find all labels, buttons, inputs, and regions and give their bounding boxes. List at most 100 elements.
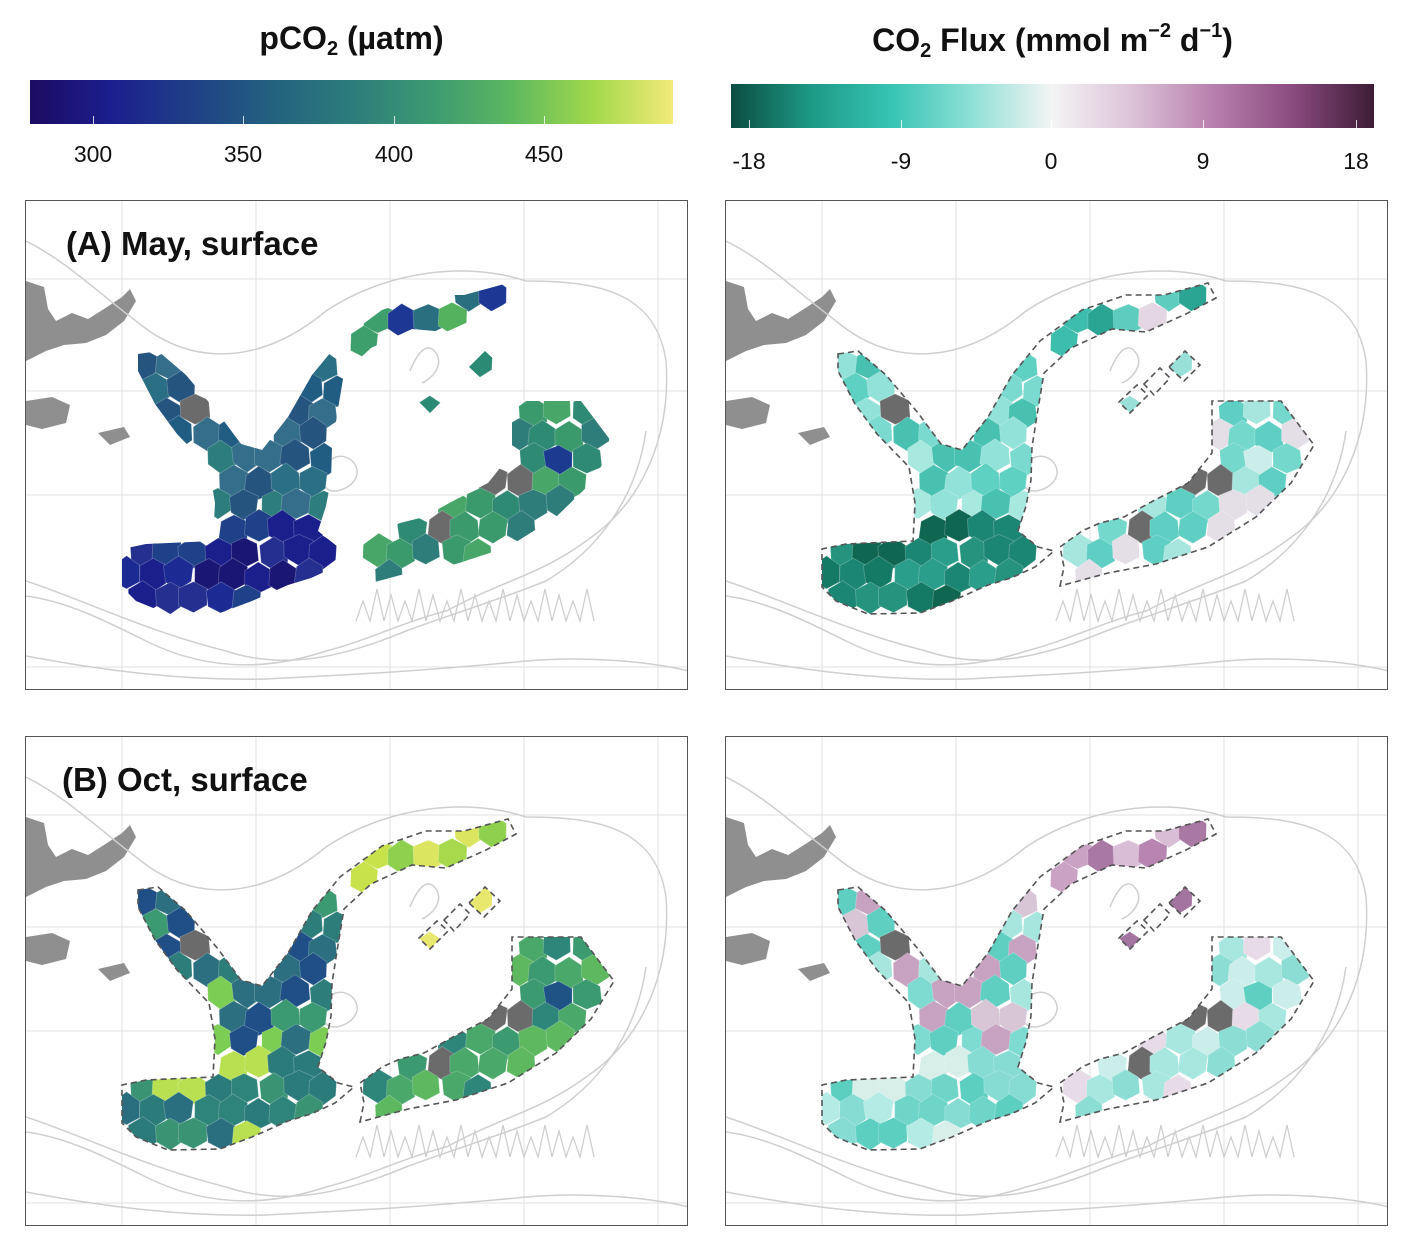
isobath-line bbox=[726, 966, 1347, 1197]
isobath-line bbox=[1055, 588, 1295, 624]
map-cell bbox=[998, 951, 1028, 986]
flux-colorbar bbox=[731, 84, 1374, 128]
region-outline bbox=[1058, 400, 1315, 588]
cell-group bbox=[822, 283, 1312, 614]
land-mass bbox=[726, 397, 770, 429]
colorbar-tick-label: -9 bbox=[890, 148, 912, 174]
map-canvas bbox=[726, 201, 1387, 689]
land-mass bbox=[798, 427, 830, 445]
map-cell bbox=[298, 951, 328, 986]
map-cell bbox=[411, 532, 441, 565]
isobath-line bbox=[726, 240, 1368, 666]
isobath-line bbox=[1109, 883, 1140, 920]
isobath-line bbox=[26, 430, 647, 661]
region-outline bbox=[1142, 366, 1172, 397]
cell-group bbox=[122, 819, 612, 1150]
region-outline bbox=[1058, 936, 1315, 1124]
colorbar-tick-mark bbox=[243, 116, 244, 124]
colorbar-tick-mark bbox=[1203, 120, 1204, 128]
land-mass bbox=[26, 933, 70, 965]
map-cell bbox=[477, 1046, 509, 1080]
region-outline bbox=[121, 818, 518, 1151]
land-mass bbox=[726, 817, 836, 897]
map-cell bbox=[122, 555, 141, 590]
isobath-line bbox=[26, 966, 647, 1197]
map-cell bbox=[1242, 391, 1271, 425]
map-cell bbox=[1272, 978, 1303, 1010]
map-cell bbox=[462, 880, 493, 915]
region-outline bbox=[417, 919, 450, 951]
isobath-line bbox=[1055, 1124, 1295, 1160]
panel-a-label: (A) May, surface bbox=[66, 225, 319, 262]
map-cell bbox=[572, 978, 603, 1010]
colorbar-tick-label: 450 bbox=[524, 141, 564, 167]
map-cell bbox=[1114, 395, 1145, 429]
colorbar-tick-mark bbox=[1051, 120, 1052, 128]
region-outline bbox=[1167, 349, 1202, 383]
map-cell bbox=[878, 1117, 908, 1150]
pco2-legend-title: pCO2 (µatm) bbox=[259, 20, 444, 60]
isobath-line bbox=[409, 347, 440, 384]
map-cell bbox=[1111, 532, 1141, 565]
map-cell bbox=[465, 487, 496, 519]
map-cell bbox=[1177, 510, 1209, 544]
region-outline bbox=[1117, 919, 1150, 951]
colorbar-tick-label: 350 bbox=[223, 141, 263, 167]
land-mass bbox=[26, 817, 136, 897]
map-cell bbox=[178, 1117, 208, 1150]
map-cell bbox=[542, 391, 571, 425]
map-cell bbox=[414, 395, 445, 429]
colorbar-tick-label: 9 bbox=[1196, 148, 1210, 174]
map-canvas bbox=[26, 737, 687, 1225]
colorbar-tick-mark bbox=[544, 116, 545, 124]
isobath-line bbox=[726, 776, 1368, 1202]
land-mass bbox=[726, 933, 770, 965]
colorbar-tick-label: 18 bbox=[1343, 148, 1369, 174]
isobath-line bbox=[409, 883, 440, 920]
map-cell bbox=[822, 555, 841, 590]
map-cell bbox=[1114, 931, 1145, 965]
colorbar-tick-label: 300 bbox=[73, 141, 113, 167]
map-cell bbox=[1162, 344, 1193, 379]
map-cell bbox=[387, 303, 418, 339]
panel-a-pco2-map: (A) May, surface bbox=[25, 200, 688, 690]
land-mass bbox=[26, 397, 70, 429]
colorbar-tick-mark bbox=[901, 120, 902, 128]
map-cell bbox=[980, 1023, 1012, 1056]
map-cell bbox=[998, 415, 1028, 450]
region-outline bbox=[467, 885, 502, 919]
map-cell bbox=[1178, 283, 1207, 313]
flux-legend-title: CO2 Flux (mmol m−2 d−1) bbox=[872, 20, 1233, 62]
map-cell bbox=[478, 283, 507, 313]
map-cell bbox=[478, 819, 507, 849]
isobath-line bbox=[726, 1191, 1387, 1216]
map-cell bbox=[572, 442, 603, 474]
panel-b-pco2-map: (B) Oct, surface bbox=[25, 736, 688, 1226]
map-cell bbox=[477, 510, 509, 544]
map-canvas bbox=[26, 201, 687, 689]
cell-group bbox=[822, 819, 1312, 1150]
map-canvas bbox=[726, 737, 1387, 1225]
colorbar-tick-mark bbox=[394, 116, 395, 124]
map-cell bbox=[1177, 1046, 1209, 1080]
map-cell bbox=[462, 344, 493, 379]
colorbar-tick-label: 0 bbox=[1044, 148, 1058, 174]
land-mass bbox=[98, 963, 130, 981]
map-cell bbox=[298, 415, 328, 450]
land-mass bbox=[726, 281, 836, 361]
isobath-line bbox=[26, 655, 687, 680]
land-mass bbox=[98, 427, 130, 445]
map-cell bbox=[822, 1091, 841, 1126]
colorbar-tick-mark bbox=[1356, 120, 1357, 128]
map-cell bbox=[178, 581, 208, 614]
map-cell bbox=[1242, 927, 1271, 961]
map-cell bbox=[1162, 880, 1193, 915]
colorbar-tick-label: 400 bbox=[374, 141, 414, 167]
isobath-line bbox=[26, 1191, 687, 1216]
panel-a-flux-map bbox=[725, 200, 1388, 690]
isobath-line bbox=[355, 1124, 595, 1160]
panel-b-flux-map bbox=[725, 736, 1388, 1226]
land-mass bbox=[798, 963, 830, 981]
map-cell bbox=[542, 927, 571, 961]
map-cell bbox=[980, 487, 1012, 520]
